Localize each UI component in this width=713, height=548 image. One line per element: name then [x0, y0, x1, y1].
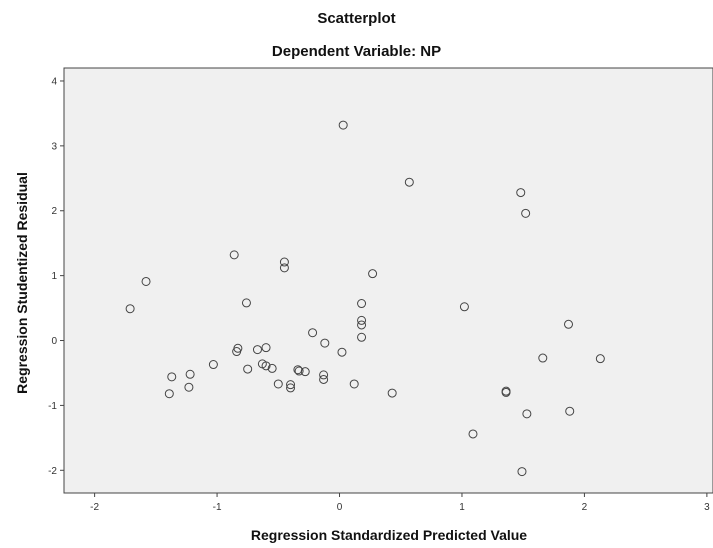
data-point [368, 269, 378, 279]
data-point [357, 299, 367, 309]
data-point [141, 276, 151, 286]
data-point [319, 374, 329, 384]
data-point [184, 382, 194, 392]
data-point [261, 361, 271, 371]
data-point [357, 332, 367, 342]
data-point [387, 388, 397, 398]
data-point [279, 257, 289, 267]
data-point [595, 354, 605, 364]
data-point [404, 177, 414, 187]
data-point [267, 363, 277, 373]
data-point [459, 302, 469, 312]
data-point [564, 319, 574, 329]
data-point [349, 379, 359, 389]
x-tick-label: 2 [582, 502, 588, 513]
y-axis-label: Regression Studentized Residual [14, 172, 30, 394]
chart-subtitle: Dependent Variable: NP [271, 43, 442, 60]
chart-title: Scatterplot [317, 10, 396, 27]
data-point [164, 389, 174, 399]
data-point [522, 409, 532, 419]
data-point [320, 338, 330, 348]
data-point [243, 364, 253, 374]
data-point [125, 304, 135, 314]
x-tick-label: 0 [337, 502, 343, 513]
data-point [229, 250, 239, 260]
y-tick-label: -1 [48, 401, 57, 412]
data-point [241, 298, 251, 308]
data-point [294, 366, 304, 376]
y-tick-label: 1 [51, 271, 57, 282]
data-point [501, 387, 511, 397]
data-point [516, 188, 526, 198]
y-tick-label: 0 [51, 336, 57, 347]
y-tick-label: 4 [51, 76, 57, 87]
data-point [279, 263, 289, 273]
x-tick-label: -1 [213, 502, 222, 513]
data-point [468, 429, 478, 439]
data-point [185, 369, 195, 379]
x-tick-label: 1 [459, 502, 465, 513]
data-point [319, 370, 329, 380]
data-points [125, 120, 605, 477]
data-point [232, 347, 242, 357]
data-point [286, 383, 296, 393]
data-point [517, 467, 527, 477]
data-point [300, 367, 310, 377]
x-axis-label: Regression Standardized Predicted Value [250, 527, 528, 543]
data-point [565, 406, 575, 416]
y-tick-label: 3 [51, 141, 57, 152]
y-tick-label: -2 [48, 466, 57, 477]
data-point [273, 379, 283, 389]
data-point [261, 343, 271, 353]
data-point [538, 353, 548, 363]
plot-area [63, 67, 713, 494]
x-axis: -2 -1 0 1 2 3 [90, 493, 710, 513]
data-point [357, 320, 367, 330]
y-tick-label: 2 [51, 206, 57, 217]
data-point [208, 360, 218, 370]
data-point [338, 120, 348, 130]
data-point [252, 345, 262, 355]
data-point [286, 380, 296, 390]
x-tick-label: 3 [704, 502, 710, 513]
y-axis: -2 -1 0 1 2 3 4 [48, 76, 64, 477]
data-point [357, 315, 367, 325]
x-tick-label: -2 [90, 502, 99, 513]
data-point [521, 208, 531, 218]
data-point [308, 328, 318, 338]
data-point [167, 372, 177, 382]
data-point [337, 347, 347, 357]
